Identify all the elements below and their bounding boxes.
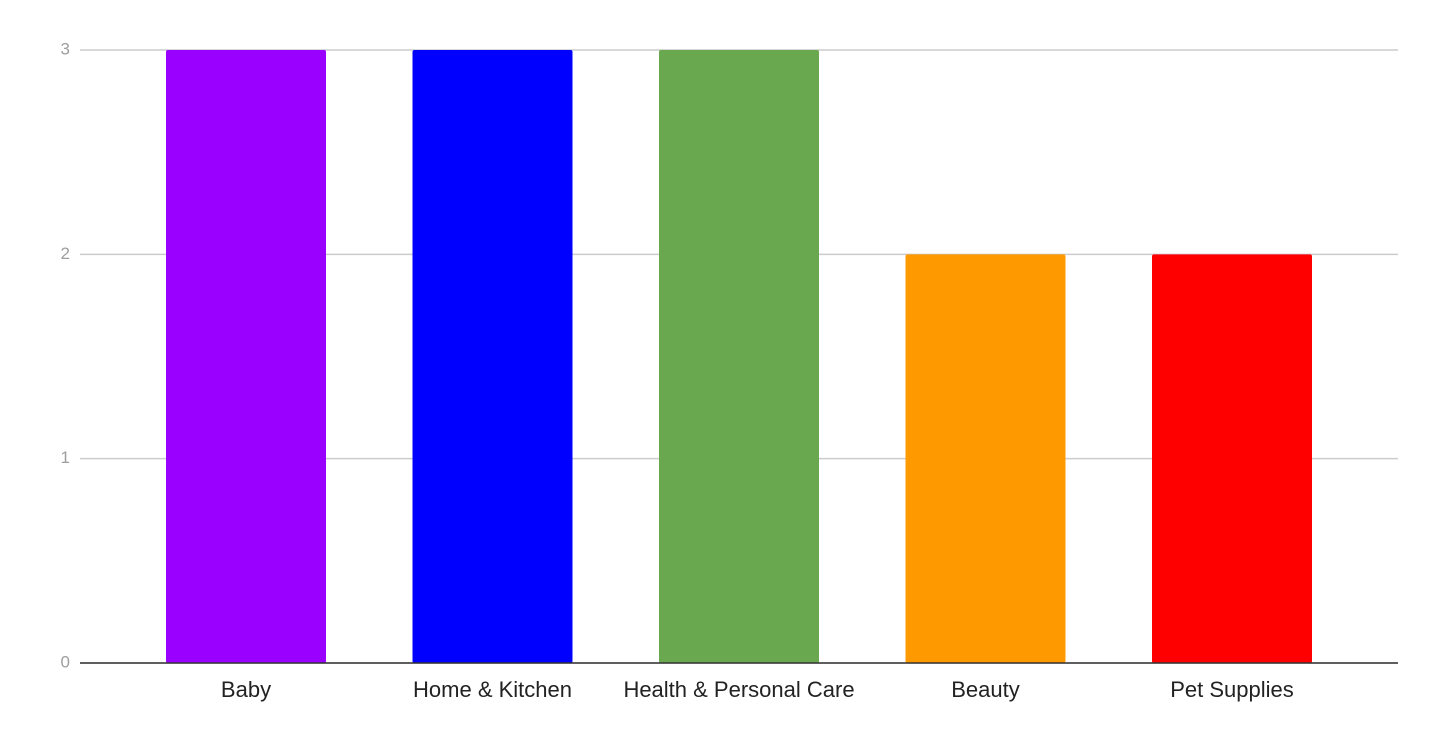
y-tick-label: 3	[61, 39, 70, 58]
bar	[412, 50, 573, 663]
y-tick-label: 2	[61, 244, 70, 263]
x-tick-label: Beauty	[951, 677, 1020, 702]
bar	[1152, 254, 1312, 664]
y-tick-label: 1	[61, 448, 70, 467]
x-tick-label: Home & Kitchen	[413, 677, 572, 702]
x-tick-label: Baby	[221, 677, 271, 702]
x-tick-label: Health & Personal Care	[623, 677, 854, 702]
bar	[905, 254, 1066, 664]
bar	[659, 50, 819, 663]
x-tick-label: Pet Supplies	[1170, 677, 1294, 702]
bar	[166, 50, 326, 663]
y-tick-label: 0	[61, 652, 70, 671]
